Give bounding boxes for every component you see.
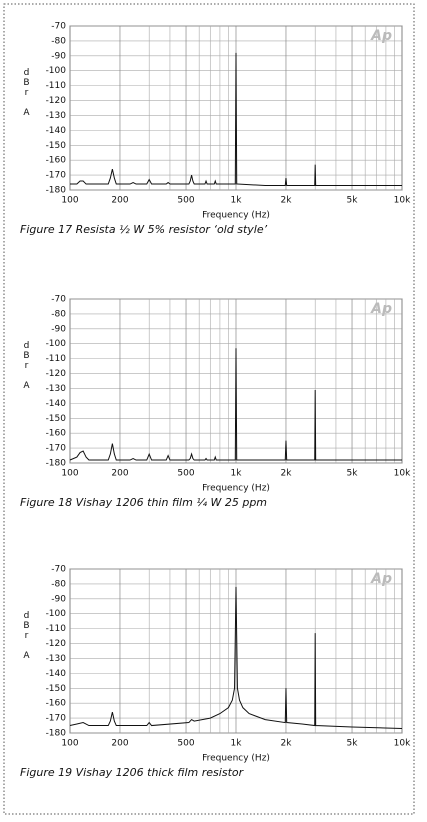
y-tick-label: -110 [46, 624, 67, 634]
y-tick-label: -70 [51, 22, 66, 32]
y-tick-label: -130 [46, 384, 67, 394]
x-tick-label: 10k [394, 469, 411, 479]
x-tick-label: 200 [111, 196, 128, 206]
x-tick-label: 100 [61, 196, 78, 206]
y-tick-label: -150 [46, 141, 67, 151]
spectrum-line [69, 348, 402, 461]
y-tick-label: -90 [51, 51, 66, 61]
spectrum-line [69, 586, 403, 730]
y-tick-label: -170 [46, 171, 67, 181]
x-tick-label: 500 [177, 469, 194, 479]
y-tick-label: -110 [46, 81, 67, 91]
y-tick-label: -150 [46, 684, 67, 694]
logo: Ap [370, 571, 392, 587]
y-tick-label: -80 [51, 579, 66, 589]
x-tick-label: 1k [231, 469, 243, 479]
y-tick-label: -80 [51, 309, 66, 319]
y-tick-label: -180 [46, 729, 67, 739]
x-tick-label: 10k [394, 739, 411, 749]
y-tick-label: -150 [46, 414, 67, 424]
y-tick-label: -160 [46, 156, 67, 166]
y-tick-label: -90 [51, 324, 66, 334]
x-tick-label: 5k [347, 196, 359, 206]
logo: Ap [370, 28, 392, 44]
y-tick-label: -180 [46, 459, 67, 469]
x-tick-label: 1k [231, 196, 243, 206]
spectrum-line [70, 52, 402, 187]
y-tick-label: -170 [46, 714, 67, 724]
x-tick-label: 1k [231, 739, 243, 749]
y-axis-label: dBr A [22, 611, 32, 661]
x-tick-label: 5k [347, 469, 359, 479]
x-tick-label: 10k [394, 196, 411, 206]
y-tick-label: -130 [46, 111, 67, 121]
y-tick-label: -160 [46, 429, 67, 439]
y-tick-label: -130 [46, 654, 67, 664]
y-tick-label: -120 [46, 639, 67, 649]
x-axis-label: Frequency (Hz) [202, 484, 270, 494]
x-tick-label: 100 [61, 469, 78, 479]
x-tick-label: 5k [347, 739, 359, 749]
x-tick-label: 2k [280, 739, 292, 749]
y-tick-label: -140 [46, 126, 67, 136]
y-tick-label: -100 [46, 339, 67, 349]
y-tick-label: -140 [46, 399, 67, 409]
frame [3, 3, 415, 815]
caption: Figure 19 Vishay 1206 thick film resisto… [20, 766, 245, 779]
x-axis-label: Frequency (Hz) [202, 754, 270, 764]
y-tick-label: -180 [46, 186, 67, 196]
y-axis-label: dBr A [22, 68, 32, 118]
y-tick-label: -100 [46, 609, 67, 619]
y-tick-label: -140 [46, 669, 67, 679]
y-tick-label: -70 [51, 295, 66, 305]
x-tick-label: 500 [177, 739, 194, 749]
caption: Figure 17 Resista ½ W 5% resistor ‘old s… [20, 223, 268, 236]
y-tick-label: -120 [46, 369, 67, 379]
y-tick-label: -110 [46, 354, 67, 364]
y-tick-label: -80 [51, 36, 66, 46]
y-tick-label: -70 [51, 565, 66, 575]
logo: Ap [370, 301, 392, 317]
x-tick-label: 200 [111, 739, 128, 749]
x-tick-label: 500 [177, 196, 194, 206]
x-tick-label: 100 [61, 739, 78, 749]
caption: Figure 18 Vishay 1206 thin film ¼ W 25 p… [20, 496, 267, 509]
x-tick-label: 2k [280, 196, 292, 206]
y-tick-label: -120 [46, 96, 67, 106]
y-tick-label: -170 [46, 444, 67, 454]
x-tick-label: 200 [111, 469, 128, 479]
y-tick-label: -90 [51, 594, 66, 604]
x-axis-label: Frequency (Hz) [202, 211, 270, 221]
y-tick-label: -160 [46, 699, 67, 709]
y-axis-label: dBr A [22, 341, 32, 391]
x-tick-label: 2k [280, 469, 292, 479]
y-tick-label: -100 [46, 66, 67, 76]
